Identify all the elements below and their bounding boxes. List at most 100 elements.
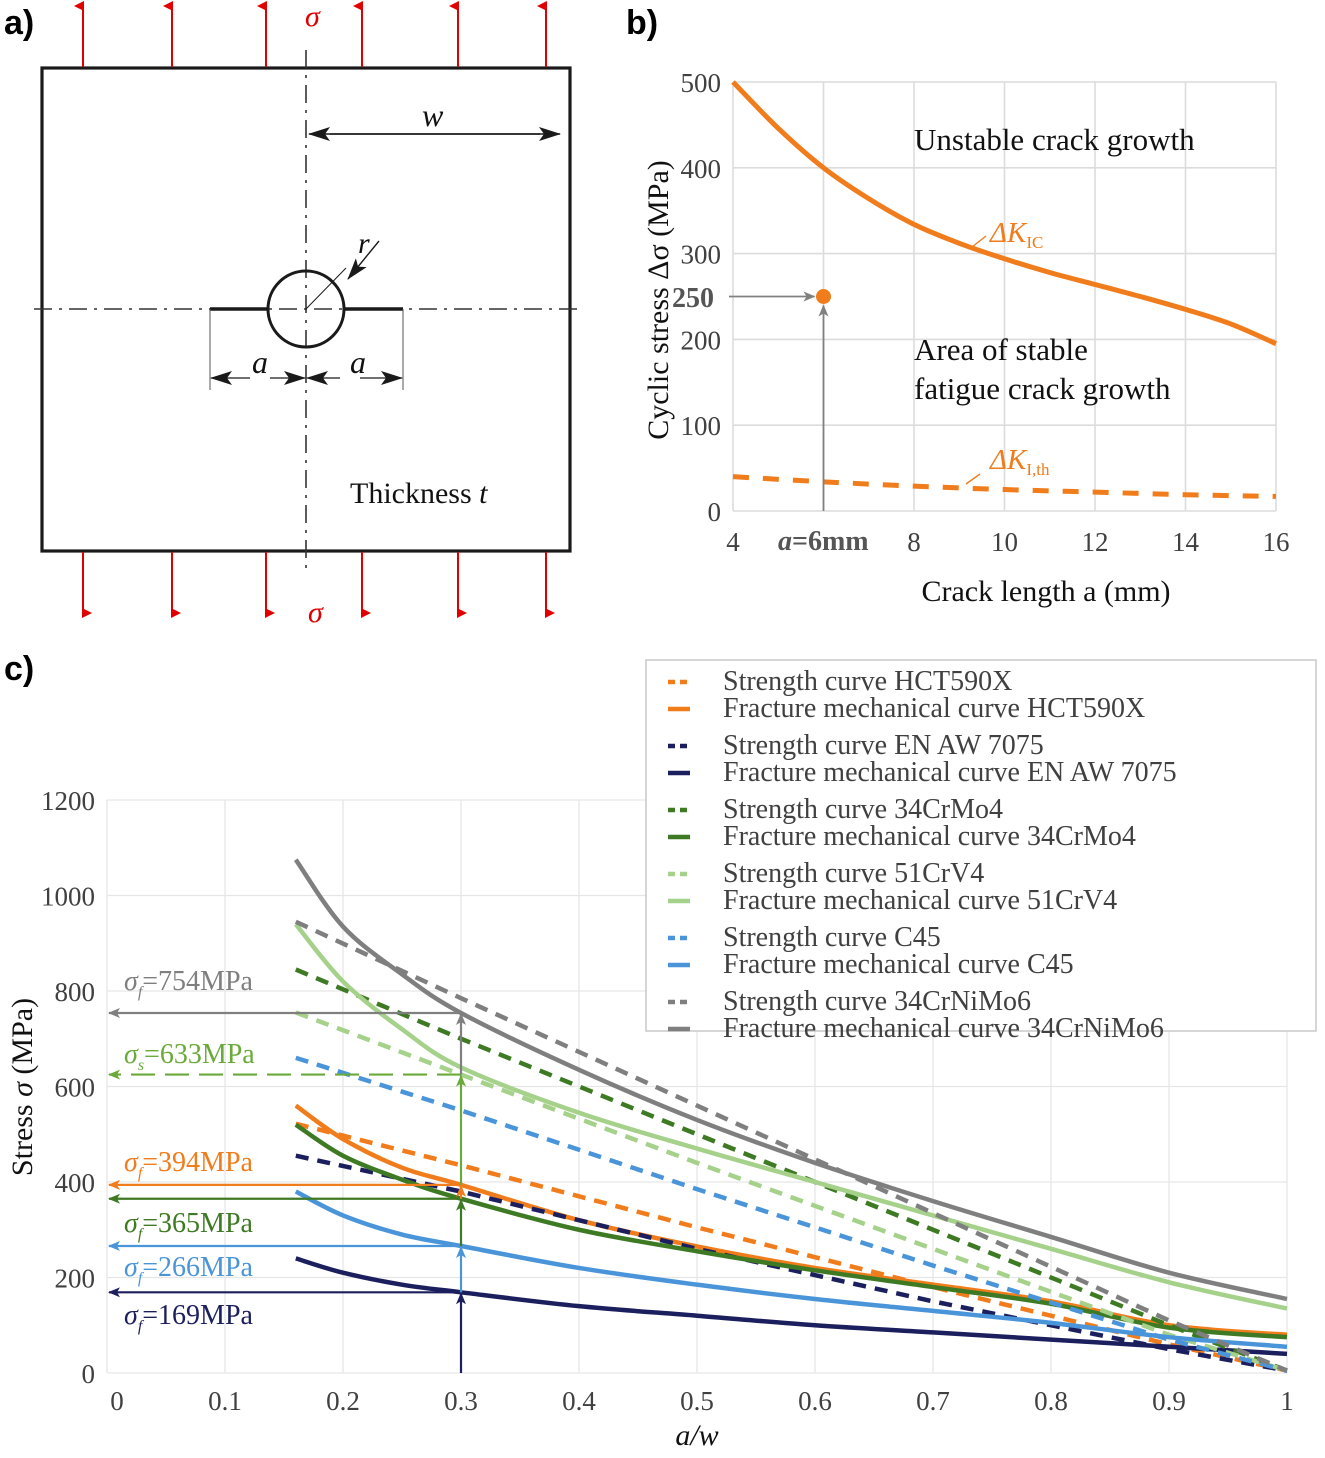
- annotation-label: σf=394MPa: [124, 1147, 254, 1182]
- annotation-symbol: σ: [124, 966, 139, 997]
- c-x-tick-label: 0.1: [208, 1386, 242, 1416]
- kic-curve: [731, 80, 1277, 346]
- legend-entry-label: Fracture mechanical curve 51CrV4: [723, 885, 1117, 916]
- panel-a-label: a): [4, 4, 34, 42]
- legend-entry-label: Fracture mechanical curve 34CrNiMo6: [723, 1013, 1164, 1044]
- c-x-tick-label: 1: [1280, 1386, 1294, 1416]
- c-x-tick-label: 0.2: [326, 1386, 360, 1416]
- fracture-curve-34crmo4: [294, 1122, 1288, 1340]
- b-series: [729, 80, 1277, 511]
- annotation-subscript: s: [138, 1057, 144, 1074]
- b-y-tick-label: 300: [681, 240, 722, 270]
- b-tick-labels: 4 8 10 12 14 16 0 100 200 300 400 500: [681, 68, 1290, 557]
- c-y-tick-label: 800: [55, 977, 96, 1007]
- radius-arrow: [347, 240, 380, 280]
- c-y-tick-label: 200: [55, 1264, 96, 1294]
- legend-box: [645, 659, 1317, 1032]
- fracture-curve-34crnimo6: [293, 858, 1288, 1302]
- b-x-tick-label: 14: [1172, 527, 1200, 557]
- stable-region-label-line1: Area of stable: [914, 332, 1088, 367]
- b-y-tick-label: 100: [681, 411, 722, 441]
- annotation-value: =394MPa: [142, 1147, 253, 1178]
- radius-label: r: [358, 227, 370, 260]
- b-marker-x-label: a=6mm: [778, 526, 869, 557]
- c-y-tick-label: 400: [55, 1168, 96, 1198]
- load-arrows: [74, 1, 555, 618]
- c-tick-labels: 0 0.1 0.2 0.3 0.4 0.5 0.6 0.7 0.8 0.9 1 0 200 400 600 8…: [41, 786, 1294, 1416]
- b-x-tick-label: 4: [726, 527, 740, 557]
- annotation-subscript: f: [138, 1270, 145, 1287]
- stable-region-label-line2: fatigue crack growth: [914, 371, 1171, 406]
- radius-line: [305, 267, 347, 310]
- panel-a-plate-diagram: a) r w a a Thickness t σ σ: [4, 0, 584, 629]
- legend-entry-label: Fracture mechanical curve 34CrMo4: [723, 821, 1136, 852]
- c-series: [293, 858, 1288, 1373]
- c-x-tick-label: 0.5: [680, 1386, 714, 1416]
- annotation-symbol: σ: [124, 1147, 139, 1178]
- c-x-tick-label: 0.4: [562, 1386, 596, 1416]
- annotation-label: σf=169MPa: [124, 1300, 254, 1335]
- a-label-right: a: [350, 344, 366, 380]
- strength-curve-c45: [295, 1055, 1288, 1373]
- panel-b-label: b): [626, 4, 658, 42]
- annotation-value: =169MPa: [142, 1300, 253, 1331]
- legend-entry-label: Fracture mechanical curve C45: [723, 949, 1074, 980]
- annotation-subscript: f: [138, 1165, 145, 1182]
- b-y-tick-label: 500: [681, 68, 722, 98]
- c-x-tick-label: 0: [110, 1386, 124, 1416]
- kic-label: ΔKIC: [989, 217, 1043, 252]
- kth-label: ΔKI,th: [989, 444, 1050, 479]
- fracture-curve-c45: [294, 1189, 1288, 1349]
- legend-entry-label: Strength curve 34CrNiMo6: [723, 986, 1031, 1017]
- legend-entry-label: Strength curve 34CrMo4: [723, 794, 1003, 825]
- annotation-subscript: f: [138, 1226, 145, 1243]
- b-x-tick-label: 10: [991, 527, 1018, 557]
- b-marker-y-label: 250: [672, 283, 714, 314]
- annotation-label: σf=754MPa: [124, 966, 254, 1001]
- unstable-region-label: Unstable crack growth: [914, 122, 1195, 157]
- panel-c-chart: c) 0 0.1 0.2 0.3 0.4 0.5 0.6 0.7 0.8 0.9 1 0 200 400 6…: [4, 650, 1317, 1452]
- b-operating-point: [816, 289, 831, 304]
- annotation-symbol: σ: [124, 1252, 139, 1283]
- kth-leader: [965, 473, 981, 485]
- annotation-label: σf=365MPa: [124, 1208, 254, 1243]
- c-y-tick-label: 1200: [41, 786, 95, 816]
- b-y-axis-title: Cyclic stress Δσ (MPa): [642, 160, 675, 440]
- strength-curve-hct590x: [295, 1121, 1288, 1373]
- annotation-subscript: f: [138, 984, 145, 1001]
- b-x-tick-label: 12: [1082, 527, 1109, 557]
- fracture-curve-hct590x: [294, 1103, 1288, 1338]
- c-y-tick-label: 600: [55, 1073, 96, 1103]
- c-x-tick-label: 0.7: [916, 1386, 950, 1416]
- a-label-left: a: [252, 344, 268, 380]
- legend-entry-label: Strength curve C45: [723, 922, 941, 953]
- sigma-top-label: σ: [305, 0, 321, 33]
- sigma-bottom-label: σ: [308, 596, 324, 629]
- c-x-tick-label: 0.6: [798, 1386, 832, 1416]
- fracture-curve-7075: [295, 1256, 1288, 1357]
- thickness-label: Thickness t: [350, 477, 488, 510]
- legend-entry-label: Strength curve HCT590X: [723, 666, 1012, 697]
- c-annotations: σf=754MPaσs=633MPaσf=394MPaσf=365MPaσf=2…: [108, 966, 466, 1373]
- legend-entry-label: Fracture mechanical curve HCT590X: [723, 693, 1145, 724]
- w-label: w: [422, 97, 444, 133]
- annotation-label: σf=266MPa: [124, 1252, 254, 1287]
- annotation-label: σs=633MPa: [124, 1039, 255, 1074]
- annotation-value: =365MPa: [142, 1208, 253, 1239]
- c-x-tick-label: 0.9: [1152, 1386, 1186, 1416]
- b-x-tick-label: 8: [907, 527, 921, 557]
- c-y-tick-label: 1000: [41, 882, 95, 912]
- legend-entry-label: Fracture mechanical curve EN AW 7075: [723, 757, 1177, 788]
- c-x-tick-label: 0.8: [1034, 1386, 1068, 1416]
- fracture-curve-51crv4: [294, 922, 1288, 1311]
- b-y-tick-label: 0: [708, 497, 722, 527]
- legend-entry-label: Strength curve EN AW 7075: [723, 730, 1044, 761]
- panel-c-label: c): [4, 650, 34, 688]
- legend-entry-label: Strength curve 51CrV4: [723, 858, 984, 889]
- b-y-tick-label: 200: [681, 325, 722, 355]
- annotation-value: =266MPa: [142, 1252, 253, 1283]
- c-x-axis-title: a/w: [675, 1419, 718, 1452]
- c-y-tick-label: 0: [82, 1359, 96, 1389]
